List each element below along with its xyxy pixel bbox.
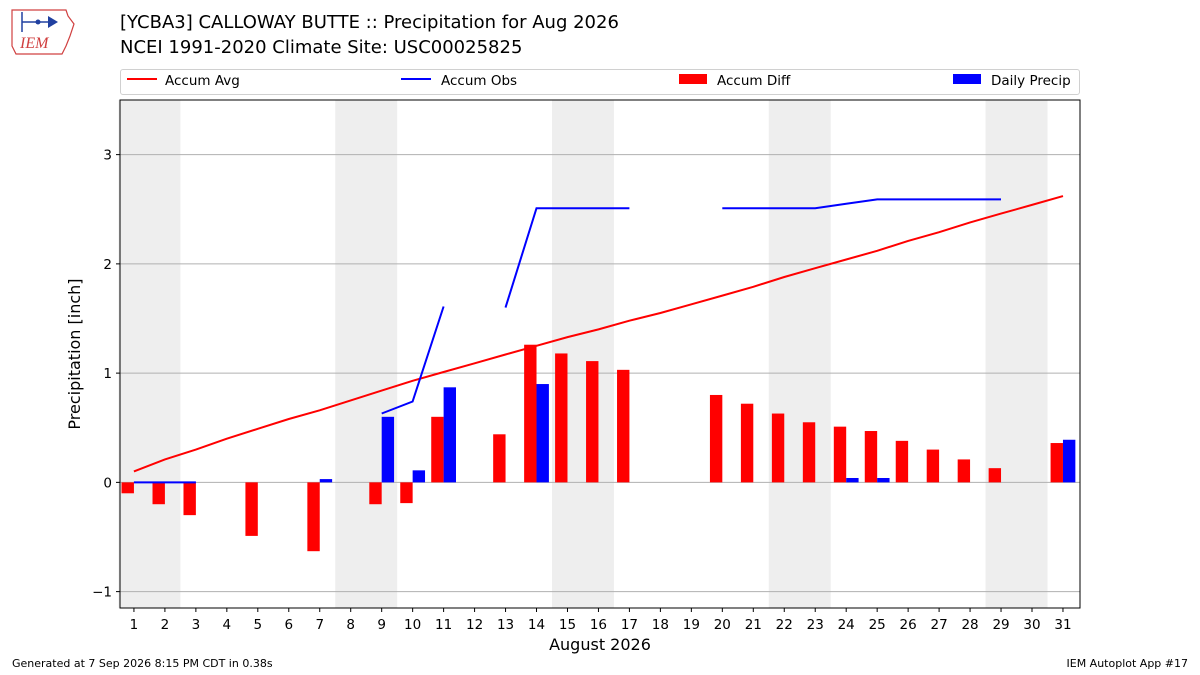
x-axis-label: August 2026	[549, 635, 651, 654]
accum-diff-bar-day-27	[926, 449, 940, 483]
x-tick-label-3: 3	[192, 617, 201, 633]
x-tick-label-16: 16	[590, 617, 607, 633]
x-tick-label-18: 18	[652, 617, 669, 633]
x-tick-label-7: 7	[315, 617, 324, 633]
x-tick-label-12: 12	[466, 617, 483, 633]
footer-generated: Generated at 7 Sep 2026 8:15 PM CDT in 0…	[12, 657, 273, 670]
x-tick-label-24: 24	[838, 617, 855, 633]
x-tick-label-23: 23	[807, 617, 824, 633]
y-axis-label: Precipitation [inch]	[65, 278, 84, 429]
x-tick-label-1: 1	[130, 617, 139, 633]
accum-diff-bar-day-16	[586, 361, 599, 483]
x-tick-label-30: 30	[1023, 617, 1040, 633]
legend-accum-diff-label: Accum Diff	[717, 73, 791, 89]
x-tick-label-22: 22	[776, 617, 793, 633]
daily-precip-bar-day-31	[1062, 439, 1076, 483]
x-tick-label-2: 2	[161, 617, 170, 633]
weekend-band-1	[118, 100, 181, 608]
iem-logo: IEM	[8, 6, 78, 58]
x-tick-label-8: 8	[346, 617, 355, 633]
logo-text: IEM	[19, 35, 50, 52]
daily-precip-bar-day-7	[319, 479, 333, 483]
accum-diff-bar-day-2	[152, 482, 165, 505]
weekend-band-2	[335, 100, 398, 608]
accum-diff-bar-day-26	[895, 440, 909, 483]
x-tick-label-17: 17	[621, 617, 638, 633]
x-tick-label-25: 25	[869, 617, 886, 633]
accum-obs-line-segment-3	[504, 207, 630, 308]
accum-diff-bar-day-9	[369, 482, 382, 505]
accum-diff-bar-day-14	[524, 344, 537, 483]
accum-diff-bar-day-17	[617, 369, 630, 483]
daily-precip-bar-day-25	[877, 477, 890, 483]
x-tick-label-6: 6	[284, 617, 293, 633]
x-tick-label-15: 15	[559, 617, 576, 633]
accum-obs-line-segment-2	[381, 306, 445, 415]
accum-diff-bar-day-1	[121, 482, 134, 494]
accum-diff-bar-day-28	[957, 459, 971, 483]
chart-subtitle: NCEI 1991-2020 Climate Site: USC00025825	[120, 37, 523, 58]
y-tick-label-2: 2	[103, 257, 112, 273]
daily-precip-bar-day-14	[536, 384, 549, 483]
weekend-band-4	[768, 100, 831, 608]
accum-diff-bar-day-7	[307, 482, 320, 552]
accum-diff-bar-day-21	[740, 403, 754, 483]
accum-avg-line-segment-1	[133, 195, 1064, 473]
x-tick-label-26: 26	[900, 617, 917, 633]
y-tick-label-3: 3	[103, 148, 112, 164]
daily-precip-bar-day-11	[443, 387, 456, 483]
accum-diff-bar-day-23	[802, 422, 816, 483]
accum-diff-bar-day-3	[183, 482, 196, 516]
y-tick-label-0: 0	[103, 475, 112, 491]
legend-accum-obs-label: Accum Obs	[441, 73, 518, 89]
chart-title: [YCBA3] CALLOWAY BUTTE :: Precipitation …	[120, 12, 619, 33]
y-tick-label-1: 1	[103, 366, 112, 382]
x-tick-label-4: 4	[223, 617, 232, 633]
x-tick-label-11: 11	[435, 617, 452, 633]
accum-diff-bar-day-22	[771, 413, 785, 483]
plot-frame	[119, 99, 1081, 609]
x-tick-label-27: 27	[931, 617, 948, 633]
x-tick-label-20: 20	[714, 617, 731, 633]
x-tick-label-14: 14	[528, 617, 545, 633]
legend-accum-avg-label: Accum Avg	[165, 73, 240, 89]
accum-diff-bar-day-11	[431, 416, 444, 483]
x-tick-label-5: 5	[254, 617, 263, 633]
x-tick-label-10: 10	[404, 617, 421, 633]
accum-diff-bar-day-5	[245, 482, 258, 536]
x-tick-label-21: 21	[745, 617, 762, 633]
accum-diff-bar-day-20	[709, 394, 723, 483]
legend-daily-precip-label: Daily Precip	[991, 73, 1071, 89]
accum-obs-line-segment-4	[722, 198, 1001, 210]
accum-diff-bar-day-29	[988, 468, 1002, 483]
daily-precip-bar-day-24	[846, 477, 859, 483]
x-tick-label-13: 13	[497, 617, 514, 633]
accum-diff-bar-day-25	[864, 431, 878, 483]
daily-precip-bar-day-10	[412, 470, 426, 483]
accum-diff-bar-day-31	[1050, 443, 1063, 483]
y-tick-label--1: −1	[92, 585, 112, 601]
x-tick-label-31: 31	[1054, 617, 1071, 633]
weekend-band-5	[985, 100, 1048, 608]
legend-daily-precip-swatch	[953, 74, 981, 84]
legend-accum-diff-swatch	[679, 74, 707, 84]
accum-diff-bar-day-15	[555, 353, 568, 483]
footer-app: IEM Autoplot App #17	[1066, 657, 1189, 670]
accum-diff-bar-day-10	[400, 482, 413, 504]
accum-diff-bar-day-13	[493, 434, 506, 483]
accum-diff-bar-day-24	[833, 426, 847, 483]
legend-accum-avg-swatch	[127, 78, 157, 80]
legend-accum-obs-swatch	[401, 78, 431, 80]
daily-precip-bar-day-9	[381, 416, 395, 483]
legend: Accum Avg Accum Obs Accum Diff Daily Pre…	[120, 69, 1080, 95]
x-tick-label-19: 19	[683, 617, 700, 633]
x-tick-label-9: 9	[377, 617, 386, 633]
x-tick-label-28: 28	[961, 617, 978, 633]
x-tick-label-29: 29	[992, 617, 1009, 633]
